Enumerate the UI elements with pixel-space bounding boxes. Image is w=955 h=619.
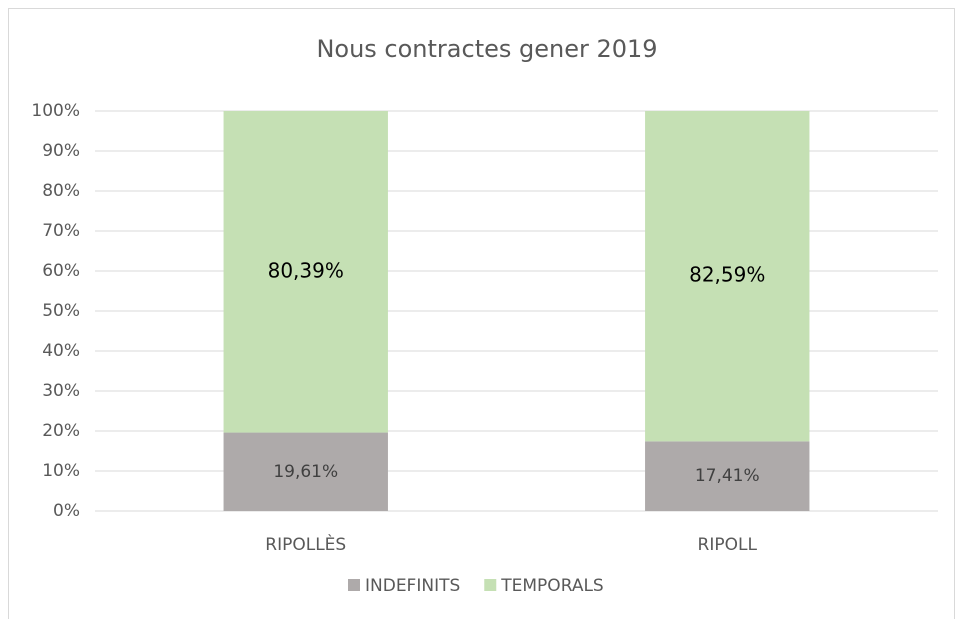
y-tick-label: 50% — [42, 301, 80, 321]
y-tick-label: 20% — [42, 421, 80, 441]
legend-label: TEMPORALS — [500, 576, 603, 596]
data-label: 19,61% — [273, 462, 338, 482]
legend-swatch — [484, 579, 497, 591]
y-tick-label: 60% — [42, 261, 80, 281]
y-tick-label: 80% — [42, 181, 80, 201]
bar-segment — [645, 441, 810, 511]
x-tick-label: RIPOLLÈS — [265, 533, 346, 555]
y-tick-label: 10% — [42, 461, 80, 481]
bar-segment — [223, 111, 388, 433]
chart-frame — [8, 8, 955, 619]
legend-swatch — [348, 579, 360, 591]
legend-label: INDEFINITS — [365, 576, 460, 596]
data-label: 17,41% — [695, 466, 760, 486]
y-tick-label: 90% — [42, 141, 80, 161]
x-tick-label: RIPOLL — [698, 535, 758, 555]
bar-segment — [223, 432, 388, 511]
y-tick-label: 30% — [42, 381, 80, 401]
y-tick-label: 40% — [42, 341, 80, 361]
y-tick-label: 70% — [42, 221, 80, 241]
y-tick-label: 100% — [31, 101, 80, 121]
data-label: 80,39% — [268, 258, 344, 282]
y-tick-label: 0% — [53, 501, 80, 521]
data-label: 82,59% — [689, 263, 765, 287]
chart-title: Nous contractes gener 2019 — [316, 35, 657, 63]
bar-segment — [645, 111, 810, 442]
